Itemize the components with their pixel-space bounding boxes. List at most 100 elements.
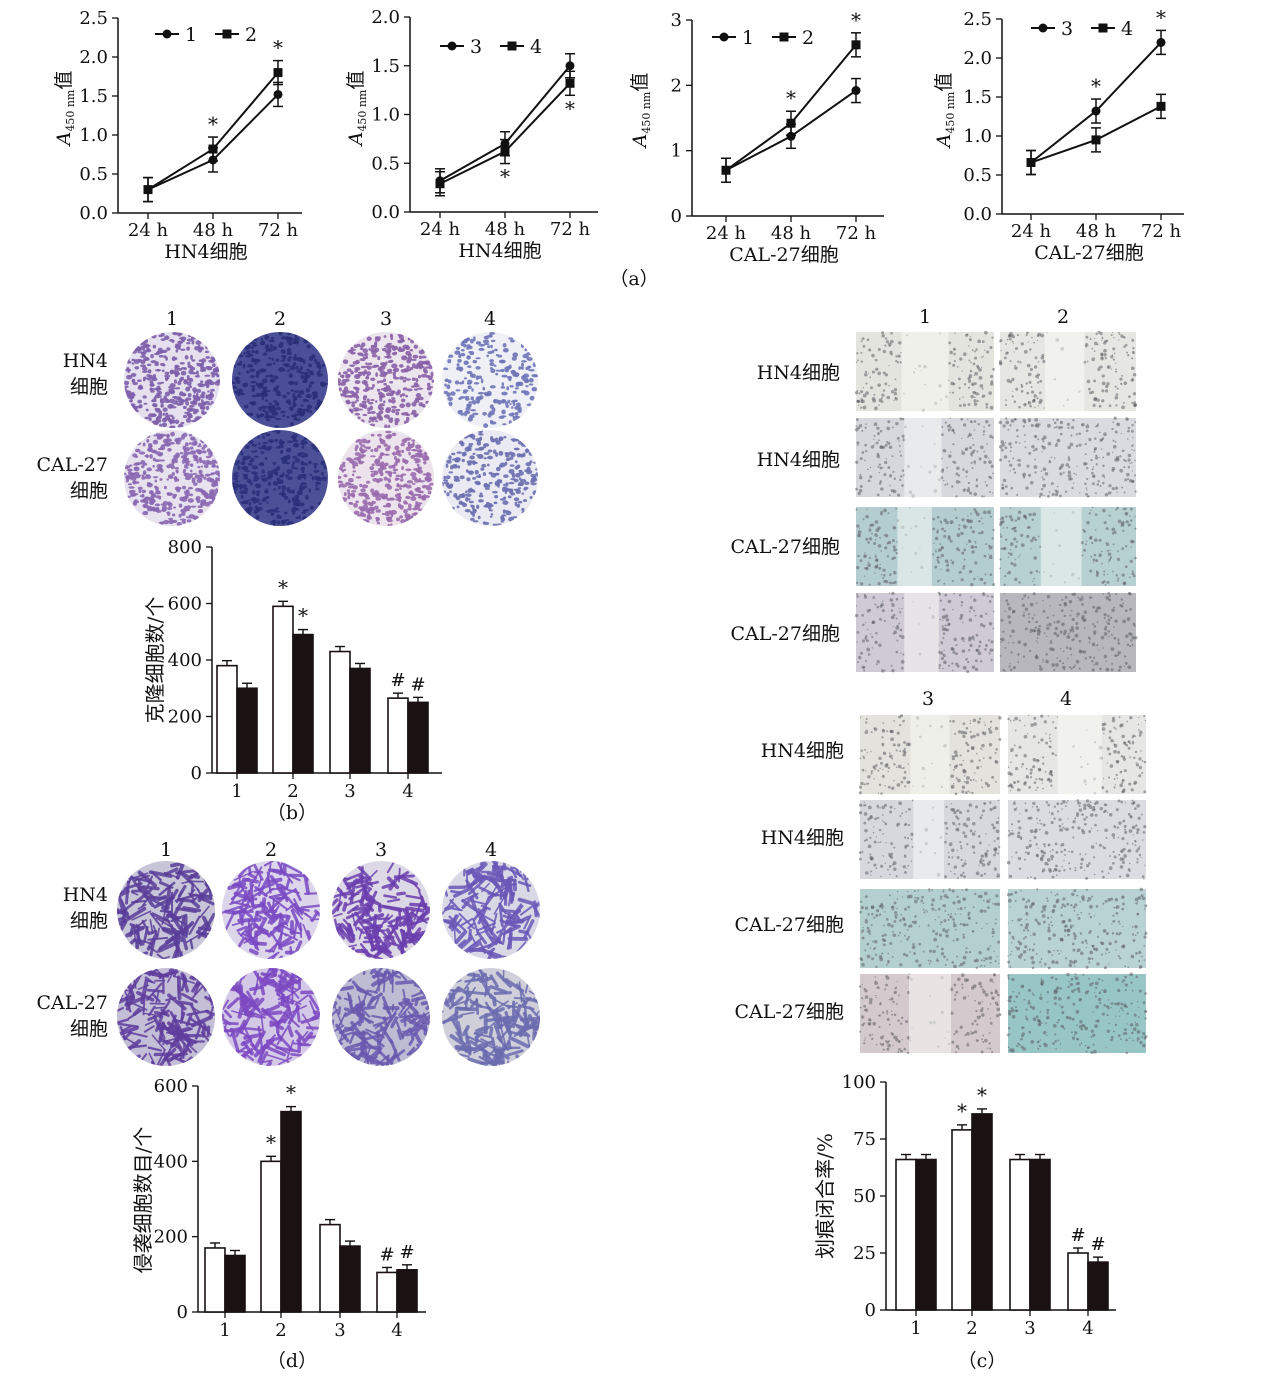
scratch-col-label-4: 4 (1060, 688, 1072, 710)
a1-legend-marker (162, 29, 172, 39)
invasion-dish-r1-c1-cells (117, 861, 215, 959)
d-sig-mark: # (379, 1244, 394, 1265)
a1-xlabel: HN4细胞 (164, 241, 247, 263)
invasion-dish-r1-c4-cells (442, 861, 540, 959)
a1-sig-mark: * (208, 112, 218, 136)
invasion-col-label-3: 3 (375, 839, 387, 861)
d-xtick-label: 4 (391, 1320, 402, 1341)
scratch-row-1: HN4细胞 (756, 362, 840, 384)
a1-legend-marker (222, 29, 232, 39)
invasion-row-cal27: CAL-27 细胞 (36, 992, 108, 1040)
a1-ytick-label: 0.5 (79, 164, 108, 185)
d-bar (319, 1223, 341, 1313)
caption-d: （d） (266, 1350, 318, 1372)
a4-ytick-label: 2.0 (963, 48, 992, 69)
a2-point (565, 61, 575, 71)
b-bar (387, 697, 409, 774)
a2-sig-mark: * (500, 165, 510, 189)
colony-dish-r2-c3 (338, 430, 434, 526)
colony-dish-r1-c1-cells (124, 332, 220, 428)
d-bar (339, 1245, 361, 1313)
a2-ytick-label: 2.0 (371, 7, 400, 28)
a4-point (1026, 158, 1036, 168)
scratch-img-r2-c2 (998, 416, 1137, 498)
a4-legend-marker (1038, 23, 1048, 33)
scratch-row-5: HN4细胞 (760, 740, 844, 762)
colony-dish-r2-c2 (232, 430, 328, 526)
scratch-img-r2-c1-gap (904, 418, 942, 497)
invasion-row-hn4: HN4 细胞 (62, 884, 108, 932)
scratch-col-label-2: 2 (1057, 306, 1069, 328)
c-sig-mark: * (957, 1099, 967, 1123)
colony-dish-r2-c1-cells (124, 431, 220, 526)
a3-xtick-label: 48 h (771, 223, 812, 244)
a2-xtick-label: 24 h (420, 219, 461, 240)
invasion-dish-r1-c3 (332, 861, 430, 959)
c-xtick-label: 4 (1082, 1318, 1093, 1339)
c-xtick-label: 1 (910, 1318, 921, 1339)
a3-point (851, 40, 861, 50)
a1-ytick-label: 1.0 (79, 125, 108, 146)
a2-legend-label: 3 (470, 36, 482, 58)
a4-sig-mark: * (1091, 74, 1101, 98)
b-ytick-label: 0 (191, 763, 202, 784)
b-xtick-label: 3 (344, 781, 355, 802)
a1-xtick-label: 24 h (128, 220, 169, 241)
d-bar (280, 1110, 302, 1313)
colony-row-hn4: HN4 细胞 (62, 350, 108, 398)
d-sig-mark: # (399, 1242, 414, 1263)
d-xtick-label: 2 (275, 1320, 286, 1341)
b-bar (236, 687, 258, 774)
invasion-dish-r2-c3 (332, 968, 430, 1066)
b-sig-mark: * (298, 604, 308, 628)
c-ytick-label: 50 (853, 1186, 876, 1207)
b-bar (329, 650, 351, 774)
a4-point (1156, 37, 1166, 47)
scratch-img-r6-c3 (858, 799, 1001, 879)
a2-ylabel-text: A450 nm值 (345, 71, 369, 148)
a1-xtick-label: 48 h (193, 220, 234, 241)
a4-xtick-label: 72 h (1141, 221, 1182, 242)
a1-ylabel: A450 nm值 (53, 71, 77, 148)
scratch-img-r4-c1-gap (904, 593, 939, 672)
a4-ytick-label: 1.5 (963, 87, 992, 108)
invasion-col-label-2: 2 (265, 839, 277, 861)
c-bar (1009, 1158, 1031, 1311)
colony-dish-r1-c3 (338, 332, 434, 428)
b-bar (292, 633, 314, 774)
a2-point (435, 179, 445, 189)
colony-dish-r1-c3-cells (338, 333, 434, 428)
c-bar (895, 1158, 917, 1311)
a2-legend-marker (447, 41, 457, 51)
scratch-img-r1-c2-gap (1044, 332, 1085, 411)
d-ytick-label: 600 (154, 1076, 188, 1097)
a4-legend-marker (1098, 23, 1108, 33)
colony-dish-r2-c4 (442, 430, 538, 526)
scratch-row-3: CAL-27细胞 (730, 536, 840, 558)
a3-ytick-label: 2 (671, 75, 682, 96)
colony-dish-r2-c1 (124, 430, 220, 526)
a2-ylabel: A450 nm值 (345, 71, 369, 148)
a2-ytick-label: 1.0 (371, 105, 400, 126)
c-bar (1067, 1252, 1089, 1311)
a4-ytick-label: 0.5 (963, 165, 992, 186)
a2-xtick-label: 72 h (550, 219, 591, 240)
invasion-dish-r1-c2 (222, 861, 320, 959)
scratch-img-r7-c4-bg (1008, 889, 1146, 968)
b-xtick-label: 1 (231, 781, 242, 802)
scratch-img-r8-c4 (1006, 972, 1148, 1055)
colony-col-label-4: 4 (484, 308, 496, 330)
caption-a: （a） (609, 268, 659, 290)
scratch-img-r8-c3-gap (909, 974, 951, 1053)
a3-point (851, 86, 861, 96)
a3-point (721, 165, 731, 175)
a4-xtick-label: 48 h (1076, 221, 1117, 242)
a4-point (1091, 106, 1101, 116)
a4-ylabel-text: A450 nm值 (933, 73, 957, 150)
c-ytick-label: 0 (865, 1300, 876, 1321)
scratch-img-r7-c4 (1006, 887, 1148, 970)
a2-ytick-label: 0.5 (371, 153, 400, 174)
a4-xlabel: CAL-27细胞 (1034, 242, 1143, 264)
scratch-img-r1-c1-gap (901, 332, 949, 411)
colony-dish-r2-c2-cells (232, 430, 328, 526)
